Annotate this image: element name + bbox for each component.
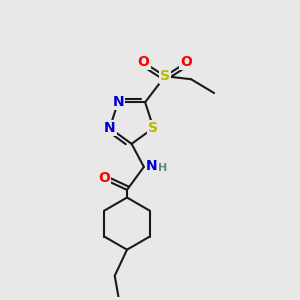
Text: S: S: [160, 69, 170, 83]
Text: O: O: [181, 56, 193, 69]
Text: N: N: [112, 95, 124, 109]
Text: N: N: [146, 159, 157, 173]
Text: O: O: [138, 56, 149, 69]
Text: N: N: [104, 121, 116, 135]
Text: O: O: [98, 171, 110, 184]
Text: S: S: [148, 121, 158, 135]
Text: H: H: [158, 164, 167, 173]
